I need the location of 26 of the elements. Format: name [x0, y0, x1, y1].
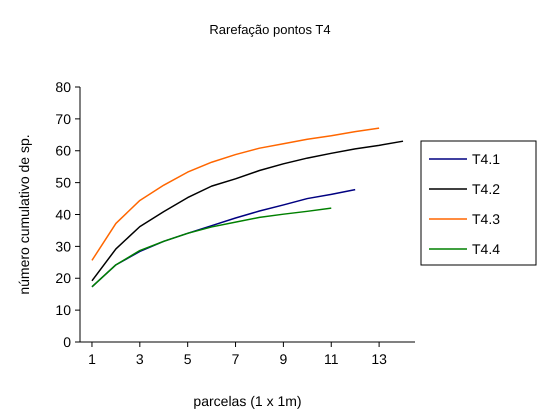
legend-label: T4.4: [472, 240, 500, 257]
x-axis-title: parcelas (1 x 1m): [193, 393, 302, 409]
legend-label: T4.2: [472, 180, 500, 197]
y-tick-label: 10: [55, 302, 72, 318]
x-tick-label: 5: [184, 351, 192, 367]
legend-label: T4.1: [472, 150, 500, 167]
line-series: [91, 127, 380, 262]
y-tick-label: 30: [55, 238, 72, 254]
y-tick-label: 20: [55, 270, 72, 286]
x-tick-label: 1: [88, 351, 96, 367]
x-tick-label: 13: [371, 351, 388, 367]
y-tick-label: 80: [55, 78, 72, 95]
line-series: [91, 140, 404, 282]
x-tick-label: 9: [279, 351, 288, 367]
y-axis-title: número cumulativo de sp.: [16, 134, 32, 295]
y-tick-label: 40: [55, 206, 72, 222]
y-tick-label: 50: [55, 174, 72, 191]
x-tick-label: 7: [232, 351, 240, 367]
y-tick-label: 60: [55, 142, 72, 159]
y-tick-label: 0: [63, 334, 72, 350]
chart-title: Rarefação pontos T4: [209, 22, 331, 37]
x-tick-label: 11: [324, 351, 339, 367]
legend-label: T4.3: [472, 210, 500, 227]
y-tick-label: 70: [55, 110, 72, 127]
line-series: [91, 207, 332, 288]
x-tick-label: 3: [136, 351, 144, 367]
